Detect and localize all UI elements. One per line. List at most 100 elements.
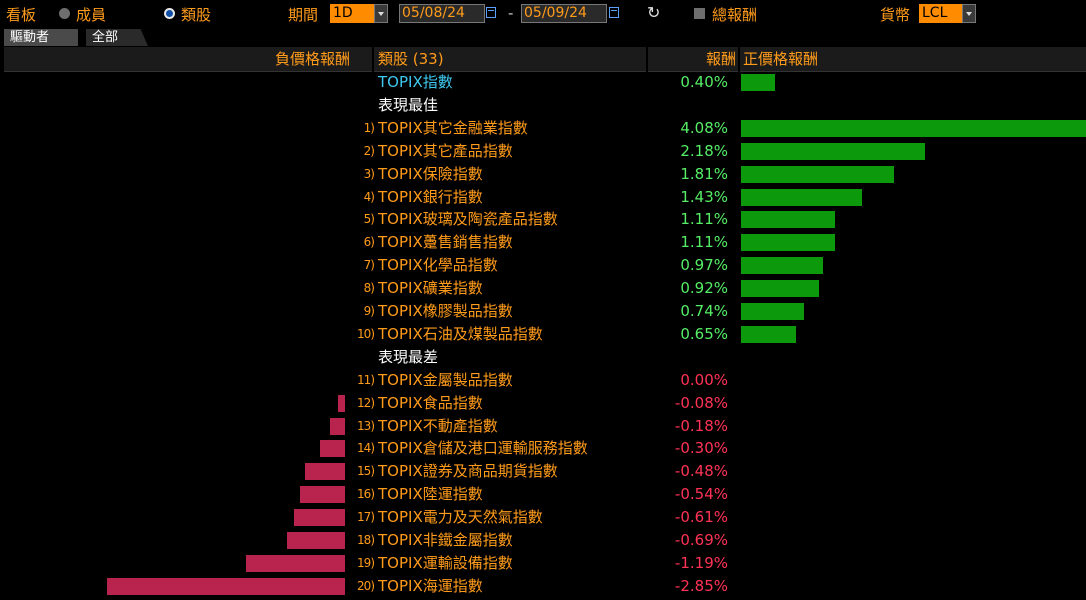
sector-name[interactable]: TOPIX陸運指數 bbox=[378, 485, 483, 504]
sector-row[interactable]: 9) TOPIX橡膠製品指數 0.74% bbox=[0, 300, 1086, 323]
sector-row[interactable]: 15) TOPIX證券及商品期貨指數 -0.48% bbox=[0, 460, 1086, 483]
sector-row[interactable]: 20) TOPIX海運指數 -2.85% bbox=[0, 575, 1086, 598]
sector-row[interactable]: 16) TOPIX陸運指數 -0.54% bbox=[0, 483, 1086, 506]
best-section-label: 表現最佳 bbox=[378, 95, 439, 114]
toolbar: 看板 成員 類股 期間 1D 05/08/24 - 05/09/24 ↻ 總報酬… bbox=[0, 0, 1086, 28]
sector-row[interactable]: 3) TOPIX保險指數 1.81% bbox=[0, 163, 1086, 186]
sector-name[interactable]: TOPIX食品指數 bbox=[378, 393, 483, 412]
currency-dropdown-icon[interactable] bbox=[962, 4, 976, 23]
positive-return-bar bbox=[741, 257, 824, 275]
sector-label[interactable]: 類股 bbox=[181, 6, 212, 24]
return-value: -2.85% bbox=[674, 576, 728, 595]
negative-return-bar bbox=[338, 394, 345, 412]
sector-name[interactable]: TOPIX非鐵金屬指數 bbox=[378, 531, 513, 549]
sector-name[interactable]: TOPIX石油及煤製品指數 bbox=[378, 324, 543, 343]
sector-row[interactable]: 8) TOPIX礦業指數 0.92% bbox=[0, 277, 1086, 300]
pos-return-header: 正價格報酬 bbox=[743, 50, 819, 68]
sector-name[interactable]: TOPIX倉儲及港口運輸服務指數 bbox=[378, 439, 588, 458]
return-value: 1.81% bbox=[680, 164, 728, 183]
currency-select[interactable]: LCL bbox=[919, 4, 963, 23]
sector-name[interactable]: TOPIX不動產指數 bbox=[378, 416, 498, 435]
sector-name[interactable]: TOPIX化學品指數 bbox=[378, 256, 498, 275]
rank-label: 11) bbox=[357, 372, 375, 387]
return-value: 1.43% bbox=[680, 187, 728, 206]
positive-return-bar bbox=[741, 165, 895, 183]
return-value: 0.92% bbox=[680, 279, 728, 298]
return-value: 1.11% bbox=[680, 233, 728, 252]
sector-name[interactable]: TOPIX運輸設備指數 bbox=[378, 553, 513, 572]
rank-label: 3) bbox=[363, 166, 375, 181]
sector-name[interactable]: TOPIX銀行指數 bbox=[378, 187, 483, 206]
sector-row[interactable]: 6) TOPIX躉售銷售指數 1.11% bbox=[0, 231, 1086, 254]
sector-name[interactable]: TOPIX其它產品指數 bbox=[378, 141, 513, 160]
positive-return-bar bbox=[741, 280, 819, 298]
sector-name[interactable]: TOPIX橡膠製品指數 bbox=[378, 302, 513, 320]
return-value: 0.40% bbox=[680, 73, 728, 91]
sector-row[interactable]: 13) TOPIX不動產指數 -0.18% bbox=[0, 415, 1086, 438]
positive-return-bar bbox=[741, 211, 835, 229]
rank-label: 6) bbox=[363, 235, 375, 250]
sector-row[interactable]: 2) TOPIX其它產品指數 2.18% bbox=[0, 140, 1086, 163]
date-separator: - bbox=[508, 4, 514, 22]
members-label[interactable]: 成員 bbox=[76, 6, 107, 24]
sector-name[interactable]: TOPIX其它金融業指數 bbox=[378, 118, 528, 137]
sector-row[interactable]: 1) TOPIX其它金融業指數 4.08% bbox=[0, 117, 1086, 140]
sector-row[interactable]: 10) TOPIX石油及煤製品指數 0.65% bbox=[0, 323, 1086, 346]
neg-header: 負價格報酬 bbox=[4, 47, 372, 72]
sector-row[interactable]: 11) TOPIX金屬製品指數 0.00% bbox=[0, 369, 1086, 392]
period-dropdown-icon[interactable] bbox=[374, 4, 388, 23]
rank-label: 7) bbox=[363, 258, 375, 273]
rank-label: 20) bbox=[357, 578, 375, 593]
rank-label: 4) bbox=[363, 189, 375, 204]
sector-name[interactable]: TOPIX金屬製品指數 bbox=[378, 370, 513, 389]
sector-row[interactable]: 19) TOPIX運輸設備指數 -1.19% bbox=[0, 552, 1086, 575]
sector-name[interactable]: TOPIX礦業指數 bbox=[378, 279, 483, 298]
negative-return-bar bbox=[329, 417, 345, 435]
calendar-to-icon[interactable] bbox=[609, 7, 619, 18]
section-row: 表現最佳 bbox=[0, 94, 1086, 117]
benchmark-row[interactable]: TOPIX指數 0.40% bbox=[0, 71, 1086, 94]
refresh-icon[interactable]: ↻ bbox=[647, 3, 661, 22]
sector-row[interactable]: 12) TOPIX食品指數 -0.08% bbox=[0, 392, 1086, 415]
negative-return-bar bbox=[319, 440, 345, 458]
sector-radio[interactable] bbox=[164, 8, 175, 19]
period-label: 期間 bbox=[288, 6, 319, 24]
sector-row[interactable]: 14) TOPIX倉儲及港口運輸服務指數 -0.30% bbox=[0, 437, 1086, 460]
sector-name[interactable]: TOPIX指數 bbox=[378, 73, 453, 91]
return-value: -0.08% bbox=[674, 393, 728, 412]
sector-name[interactable]: TOPIX躉售銷售指數 bbox=[378, 233, 513, 252]
sector-name[interactable]: TOPIX海運指數 bbox=[378, 576, 483, 595]
total-return-checkbox[interactable] bbox=[694, 8, 705, 19]
sector-row[interactable]: 7) TOPIX化學品指數 0.97% bbox=[0, 254, 1086, 277]
sector-row[interactable]: 5) TOPIX玻璃及陶瓷產品指數 1.11% bbox=[0, 208, 1086, 231]
positive-return-bar bbox=[741, 188, 862, 206]
sector-name[interactable]: TOPIX保險指數 bbox=[378, 164, 483, 183]
rank-label: 14) bbox=[357, 441, 375, 456]
return-value: -0.48% bbox=[674, 462, 728, 481]
period-select[interactable]: 1D bbox=[330, 4, 374, 23]
return-value: -0.61% bbox=[674, 508, 728, 527]
return-header: 報酬 bbox=[705, 50, 736, 68]
sector-name[interactable]: TOPIX證券及商品期貨指數 bbox=[378, 462, 558, 481]
tab-drivers[interactable]: 驅動者 bbox=[4, 29, 78, 46]
sector-row[interactable]: 4) TOPIX銀行指數 1.43% bbox=[0, 186, 1086, 209]
sector-row[interactable]: 17) TOPIX電力及天然氣指數 -0.61% bbox=[0, 506, 1086, 529]
total-return-label[interactable]: 總報酬 bbox=[712, 6, 758, 24]
date-from-field[interactable]: 05/08/24 bbox=[399, 4, 485, 23]
negative-return-bar bbox=[107, 577, 345, 595]
rank-label: 2) bbox=[363, 143, 375, 158]
date-to-field[interactable]: 05/09/24 bbox=[521, 4, 607, 23]
positive-return-bar bbox=[741, 119, 1086, 137]
sector-name[interactable]: TOPIX電力及天然氣指數 bbox=[378, 508, 543, 527]
positive-return-bar bbox=[741, 234, 835, 252]
sector-header: 類股 (33) bbox=[374, 47, 646, 72]
members-radio[interactable] bbox=[59, 8, 70, 19]
tab-all[interactable]: 全部 bbox=[86, 29, 148, 46]
return-value: -0.30% bbox=[674, 439, 728, 458]
rank-label: 10) bbox=[357, 326, 375, 341]
rank-label: 5) bbox=[363, 212, 375, 227]
sector-name[interactable]: TOPIX玻璃及陶瓷產品指數 bbox=[378, 210, 558, 229]
calendar-from-icon[interactable] bbox=[486, 7, 496, 18]
return-value: 4.08% bbox=[680, 118, 728, 137]
sector-row[interactable]: 18) TOPIX非鐵金屬指數 -0.69% bbox=[0, 529, 1086, 552]
